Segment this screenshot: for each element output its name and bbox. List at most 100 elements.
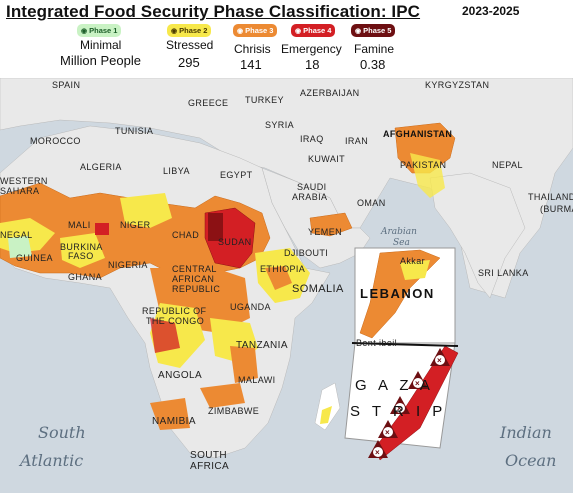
label-greece: GREECE — [188, 98, 228, 108]
famine-x-icon: × — [397, 404, 402, 413]
label-lebanon: LEBANON — [360, 286, 435, 301]
label-egypt: EGYPT — [220, 170, 253, 180]
label-zimbabwe: ZIMBABWE — [208, 406, 259, 416]
label-south-atlantic-2: Atlantic — [18, 451, 83, 470]
famine-x-icon: × — [385, 428, 390, 437]
label-arabia: ARABIA — [292, 192, 327, 202]
label-pakistan: PAKISTAN — [400, 160, 446, 170]
label-malawi: MALAWI — [238, 375, 276, 385]
phase1-category: Minimal — [80, 38, 122, 52]
label-kyrgyzstan: KYRGYZSTAN — [425, 80, 489, 90]
famine-marker-dot — [373, 447, 383, 457]
malawi-crisis — [230, 346, 258, 383]
label-oman: OMAN — [357, 198, 386, 208]
lebanon-stressed — [400, 260, 430, 280]
label-tunisia: TUNISIA — [115, 126, 153, 136]
famine-x-icon: × — [375, 448, 380, 457]
phase3-category: Chrisis — [234, 42, 271, 56]
label-indian: Indian — [499, 423, 552, 442]
label-nigeria: NIGERIA — [108, 260, 148, 270]
ipc-map[interactable]: × × × × × SPAIN GREECE TURKEY AZERBAIJAN KYR… — [0, 78, 573, 493]
phase5-category: Famine — [354, 42, 395, 56]
phase5-value: 0.38 — [360, 57, 386, 72]
million-people-label: Million People — [60, 53, 141, 68]
famine-marker-dot — [413, 378, 423, 388]
guinea-minimal — [8, 236, 32, 258]
phase3-value: 141 — [240, 57, 262, 72]
phase4-badge: ◉ Phase 4 — [291, 24, 336, 37]
label-iraq: IRAQ — [300, 134, 324, 144]
label-south: SOUTH — [190, 450, 227, 461]
label-nepal: NEPAL — [492, 160, 523, 170]
label-sri-lanka: SRI LANKA — [478, 268, 529, 278]
label-algeria: ALGERIA — [80, 162, 122, 172]
eye-icon: ◉ — [171, 28, 178, 35]
label-mali: MALI — [68, 220, 91, 230]
famine-marker-dot — [395, 403, 405, 413]
label-akkar: Akkar — [400, 256, 425, 266]
label-western: WESTERN — [0, 176, 48, 186]
legend-header: Integrated Food Security Phase Classific… — [0, 0, 573, 78]
label-tanzania: TANZANIA — [236, 340, 288, 351]
label-sea: Sea — [393, 238, 410, 248]
label-namibia: NAMIBIA — [152, 416, 196, 427]
year-range: 2023-2025 — [462, 4, 520, 18]
eye-icon: ◉ — [295, 28, 302, 35]
zimbabwe-crisis — [200, 383, 245, 408]
madagascar-stressed — [320, 406, 332, 424]
label-bent-ibeil: Bent ibeil — [356, 338, 397, 348]
label-faso: FASO — [68, 251, 94, 261]
label-kuwait: KUWAIT — [308, 154, 345, 164]
phase1-badge: ◉ Phase 1 — [77, 24, 122, 37]
inset-divider — [351, 342, 459, 347]
famine-x-icon: × — [437, 356, 442, 365]
label-rep-of: REPUBLIC OF — [142, 306, 207, 316]
famine-marker-dot — [435, 355, 445, 365]
label-ethiopia: ETHIOPIA — [260, 264, 305, 274]
namibia-crisis — [150, 398, 190, 430]
label-afghanistan: AFGHANISTAN — [383, 129, 452, 139]
eye-icon: ◉ — [237, 28, 244, 35]
phase2-badge: ◉ Phase 2 — [167, 24, 212, 37]
gaza-inset — [344, 342, 456, 449]
indian-subcontinent — [429, 172, 526, 299]
phase5-badge: ◉ Phase 5 — [351, 24, 396, 37]
label-angola: ANGOLA — [158, 370, 202, 381]
label-turkey: TURKEY — [245, 95, 284, 105]
phase2-category: Stressed — [166, 38, 214, 52]
label-morocco: MOROCCO — [30, 136, 81, 146]
label-niger: NIGER — [120, 220, 151, 230]
ghana-stressed — [60, 233, 105, 268]
label-africa: AFRICA — [190, 461, 229, 472]
label-republic: REPUBLIC — [172, 284, 220, 294]
label-saudi: SAUDI — [297, 182, 327, 192]
phase2-value: 295 — [178, 55, 200, 70]
label-strip: S T R I P — [350, 403, 446, 420]
label-guinea: GUINEA — [16, 253, 53, 263]
famine-markers: × × × × × — [368, 348, 450, 458]
label-yemen: YEMEN — [308, 227, 342, 237]
phase4-value: 18 — [305, 57, 320, 72]
label-sahara: SAHARA — [0, 186, 39, 196]
label-the-congo: THE CONGO — [146, 316, 204, 326]
famine-x-icon: × — [415, 379, 420, 388]
label-central: CENTRAL — [172, 264, 217, 274]
label-libya: LIBYA — [163, 166, 190, 176]
label-thailand: THAILAND — [528, 192, 573, 202]
label-arabian: Arabian — [380, 227, 417, 237]
label-senegal: NEGAL — [0, 230, 33, 240]
label-somalia: SOMALIA — [292, 283, 344, 295]
yemen-crisis — [309, 212, 353, 237]
label-syria: SYRIA — [265, 120, 294, 130]
label-uganda: UGANDA — [230, 302, 271, 312]
mali-emergency — [95, 223, 109, 235]
ethiopia-crisis — [265, 266, 292, 290]
label-burma: (BURMA — [540, 204, 573, 214]
phase4-category: Emergency — [281, 42, 342, 56]
famine-marker-dot — [383, 427, 393, 437]
eye-icon: ◉ — [355, 28, 362, 35]
label-sudan: SUDAN — [218, 237, 252, 247]
label-gaza: G A Z A — [355, 377, 434, 394]
pakistan-region — [410, 153, 445, 198]
sudan-famine-area — [208, 213, 223, 241]
